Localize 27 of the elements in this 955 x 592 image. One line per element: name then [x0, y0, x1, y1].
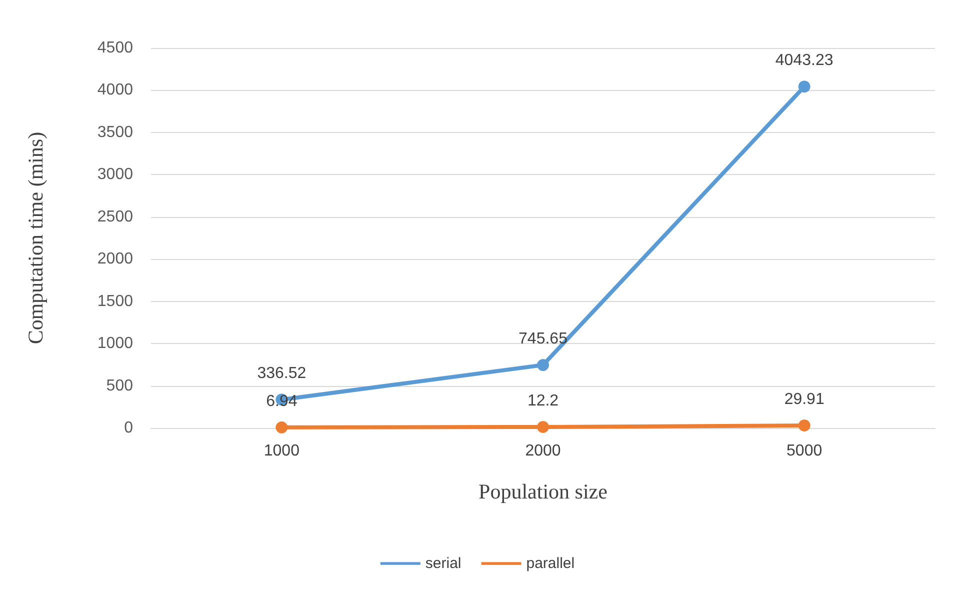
point: [276, 421, 288, 434]
y-axis-title: Computation time (mins): [24, 132, 48, 344]
x-axis-title: Population size: [478, 480, 608, 504]
x-tick-label: 1000: [264, 442, 300, 460]
y-tick-label: 4000: [97, 82, 134, 99]
legend-label: serial: [425, 555, 462, 572]
point: [798, 419, 810, 432]
y-tick-label: 2000: [97, 250, 134, 268]
x-tick-label: 2000: [525, 442, 561, 460]
point: [537, 359, 549, 372]
legend-label: parallel: [526, 555, 575, 572]
y-tick-label: 3500: [97, 124, 134, 141]
data-label: 745.65: [518, 330, 568, 348]
data-label: 12.2: [527, 392, 559, 410]
x-tick-label: 5000: [786, 442, 822, 460]
y-tick-label: 2500: [97, 208, 134, 226]
y-tick-label: 3000: [97, 166, 134, 184]
data-label: 336.52: [257, 365, 306, 382]
point: [537, 420, 549, 433]
y-tick-label: 4500: [97, 40, 134, 56]
y-tick-label: 500: [106, 377, 134, 394]
point: [798, 80, 810, 93]
y-tick-label: 0: [124, 420, 134, 436]
y-tick-label: 1500: [97, 292, 134, 310]
data-label: 4043.23: [775, 52, 834, 70]
data-label: 29.91: [784, 390, 824, 408]
y-tick-label: 1000: [97, 335, 134, 352]
